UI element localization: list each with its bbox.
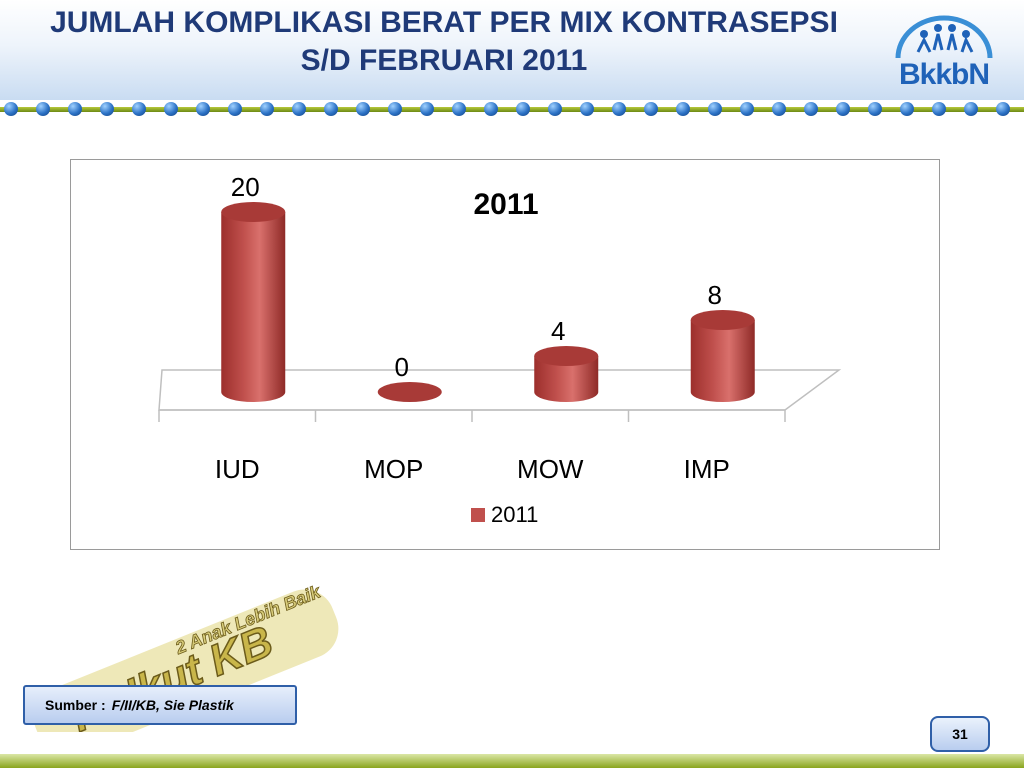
rope-bead <box>228 102 242 116</box>
chart-frame: 20 IUD 0 MOP 4 MOW 8 IMP 2011 2011 <box>70 159 940 550</box>
rope-line <box>0 107 1024 112</box>
bead-rope-divider <box>0 100 1024 120</box>
data-label-iud: 20 <box>231 172 260 202</box>
data-label-mow: 4 <box>551 316 565 346</box>
rope-bead <box>356 102 370 116</box>
rope-bead <box>516 102 530 116</box>
rope-bead <box>36 102 50 116</box>
bar-top-iud <box>221 202 286 222</box>
bar-top-mow <box>534 346 599 366</box>
rope-bead <box>68 102 82 116</box>
rope-bead <box>740 102 754 116</box>
x-tick-label-iud: IUD <box>215 454 260 484</box>
rope-bead <box>708 102 722 116</box>
rope-bead <box>420 102 434 116</box>
slide-title: JUMLAH KOMPLIKASI BERAT PER MIX KONTRASE… <box>0 4 888 80</box>
rope-bead <box>132 102 146 116</box>
rope-bead <box>324 102 338 116</box>
rope-bead <box>964 102 978 116</box>
page-number: 31 <box>930 716 990 752</box>
chart-title: 2011 <box>473 188 539 221</box>
rope-bead <box>100 102 114 116</box>
rope-bead <box>804 102 818 116</box>
rope-bead <box>196 102 210 116</box>
bar-mow <box>534 356 599 402</box>
data-label-imp: 8 <box>708 280 722 310</box>
x-tick-label-mow: MOW <box>517 454 584 484</box>
rope-bead <box>932 102 946 116</box>
legend-swatch <box>471 508 485 522</box>
rope-bead <box>772 102 786 116</box>
chart-legend: 2011 <box>471 502 538 528</box>
bar-top-imp <box>690 310 755 330</box>
rope-bead <box>580 102 594 116</box>
rope-bead <box>164 102 178 116</box>
x-tick-label-imp: IMP <box>684 454 730 484</box>
rope-bead <box>836 102 850 116</box>
slide-title-line1: JUMLAH KOMPLIKASI BERAT PER MIX KONTRASE… <box>50 6 838 39</box>
bkkbn-logo: BkkbN <box>888 8 1000 92</box>
rope-bead <box>260 102 274 116</box>
rope-bead <box>292 102 306 116</box>
footer-bar <box>0 754 1024 768</box>
x-tick-label-mop: MOP <box>364 454 423 484</box>
rope-bead <box>484 102 498 116</box>
logo-arc-icon <box>895 15 993 59</box>
rope-bead <box>452 102 466 116</box>
rope-bead <box>868 102 882 116</box>
data-label-mop: 0 <box>395 352 409 382</box>
bar-iud <box>221 212 286 402</box>
chart-canvas: 20 IUD 0 MOP 4 MOW 8 IMP <box>158 172 842 484</box>
bar-imp <box>690 320 755 402</box>
rope-bead <box>548 102 562 116</box>
rope-bead <box>900 102 914 116</box>
source-value: F/II/KB, Sie Plastik <box>111 697 234 713</box>
bar-top-mop <box>377 382 442 402</box>
rope-bead <box>388 102 402 116</box>
rope-bead <box>644 102 658 116</box>
rope-bead <box>676 102 690 116</box>
rope-bead <box>4 102 18 116</box>
source-box: Sumber : F/II/KB, Sie Plastik <box>23 685 297 725</box>
header-band <box>0 0 1024 100</box>
source-label: Sumber : <box>45 697 106 713</box>
rope-bead <box>996 102 1010 116</box>
logo-text: BkkbN <box>898 58 990 91</box>
rope-bead <box>612 102 626 116</box>
slide-title-line2: S/D FEBRUARI 2011 <box>300 44 588 77</box>
legend-label: 2011 <box>491 502 539 527</box>
